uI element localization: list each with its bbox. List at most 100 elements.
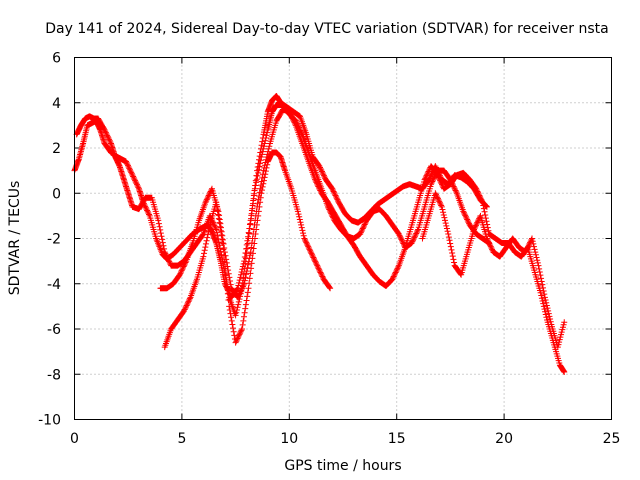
data-point [445, 230, 452, 237]
data-point-interp [254, 217, 261, 224]
data-point [245, 285, 252, 292]
data-point-interp [128, 169, 135, 176]
data-point-interp [333, 193, 340, 200]
data-point-interp [534, 257, 541, 264]
data-point-interp [430, 175, 437, 182]
y-tick-label: 6 [52, 51, 61, 67]
data-point-interp [227, 281, 234, 288]
data-point-interp [326, 284, 333, 291]
x-axis-label: GPS time / hours [284, 458, 401, 474]
data-point-interp [182, 305, 189, 312]
data-point-interp [391, 270, 398, 277]
axis-ticks: 0 5 10 15 20 25 -10 -8 -6 -4 -2 0 2 4 6 [38, 51, 620, 448]
y-axis-label: SDTVAR / TECUs [7, 181, 23, 296]
data-point-interp [428, 179, 435, 186]
data-point [301, 235, 308, 242]
data-point-interp [434, 194, 441, 201]
data-point-interp [205, 193, 212, 200]
data-point-interp [230, 325, 237, 332]
series-track-b [73, 102, 493, 319]
data-point-interp [390, 274, 397, 281]
data-point-interp [316, 266, 323, 273]
data-point-interp [158, 233, 165, 240]
data-point-interp [156, 223, 163, 230]
data-point-interp [318, 272, 325, 279]
data-point-interp [206, 191, 213, 198]
data-point-interp [461, 211, 468, 218]
data-point-interp [245, 258, 252, 265]
data-point-interp [202, 244, 209, 251]
data-point-interp [476, 192, 483, 199]
data-point-interp [296, 213, 303, 220]
data-point [294, 208, 301, 215]
data-point-interp [321, 173, 328, 180]
data-point-interp [538, 292, 545, 299]
data-point-interp [254, 173, 261, 180]
data-point-interp [262, 171, 269, 178]
data-point-interp [544, 305, 551, 312]
data-point-interp [259, 183, 266, 190]
data-point-interp [157, 230, 164, 237]
data-point-interp [457, 270, 464, 277]
data-point-interp [123, 159, 130, 166]
data-point-interp [313, 179, 320, 186]
data-point-interp [238, 327, 245, 334]
data-point-interp [244, 245, 251, 252]
data-point-interp [525, 243, 532, 250]
data-point-interp [163, 253, 170, 260]
data-point-interp [411, 233, 418, 240]
data-point-interp [474, 188, 481, 195]
data-point-interp [309, 251, 316, 258]
data-point-interp [547, 316, 554, 323]
data-point-interp [237, 271, 244, 278]
data-point-interp [480, 205, 487, 212]
data-point-interp [443, 222, 450, 229]
data-point-interp [460, 209, 467, 216]
data-point [483, 235, 490, 242]
data-point [200, 253, 207, 260]
data-point-interp [298, 221, 305, 228]
data-point-interp [334, 196, 341, 203]
data-point-interp [255, 212, 262, 219]
data-point-interp [488, 245, 495, 252]
data-point-interp [533, 254, 540, 261]
data-point-interp [259, 148, 266, 155]
data-point-interp [478, 196, 485, 203]
data-point-interp [398, 236, 405, 243]
data-point-interp [359, 226, 366, 233]
data-point-interp [237, 328, 244, 335]
data-point-interp [541, 306, 548, 313]
data-point-interp [124, 162, 131, 169]
data-point-interp [162, 250, 169, 257]
data-point-interp [320, 171, 327, 178]
data-point-interp [218, 231, 225, 238]
data-point [421, 176, 428, 183]
data-point-interp [465, 219, 472, 226]
data-point-interp [184, 299, 191, 306]
data-point-interp [181, 306, 188, 313]
data-point-interp [395, 264, 402, 271]
data-point-interp [228, 314, 235, 321]
data-point-interp [257, 157, 264, 164]
data-point-interp [243, 271, 250, 278]
data-point-interp [179, 264, 186, 271]
data-point-interp [146, 211, 153, 218]
data-point-interp [539, 297, 546, 304]
data-point-interp [311, 255, 318, 262]
data-point-interp [240, 313, 247, 320]
data-point-interp [233, 338, 240, 345]
data-point-interp [221, 252, 228, 259]
data-point-interp [105, 135, 112, 142]
data-point-interp [433, 192, 440, 199]
data-point-interp [477, 195, 484, 202]
data-point [258, 154, 265, 161]
data-point-interp [181, 260, 188, 267]
data-point-interp [246, 275, 253, 282]
data-point-interp [251, 240, 258, 247]
data-point-interp [318, 167, 325, 174]
data-point-interp [216, 219, 223, 226]
data-point-interp [102, 128, 109, 135]
x-tick-label: 15 [388, 431, 406, 447]
data-point-interp [357, 229, 364, 236]
